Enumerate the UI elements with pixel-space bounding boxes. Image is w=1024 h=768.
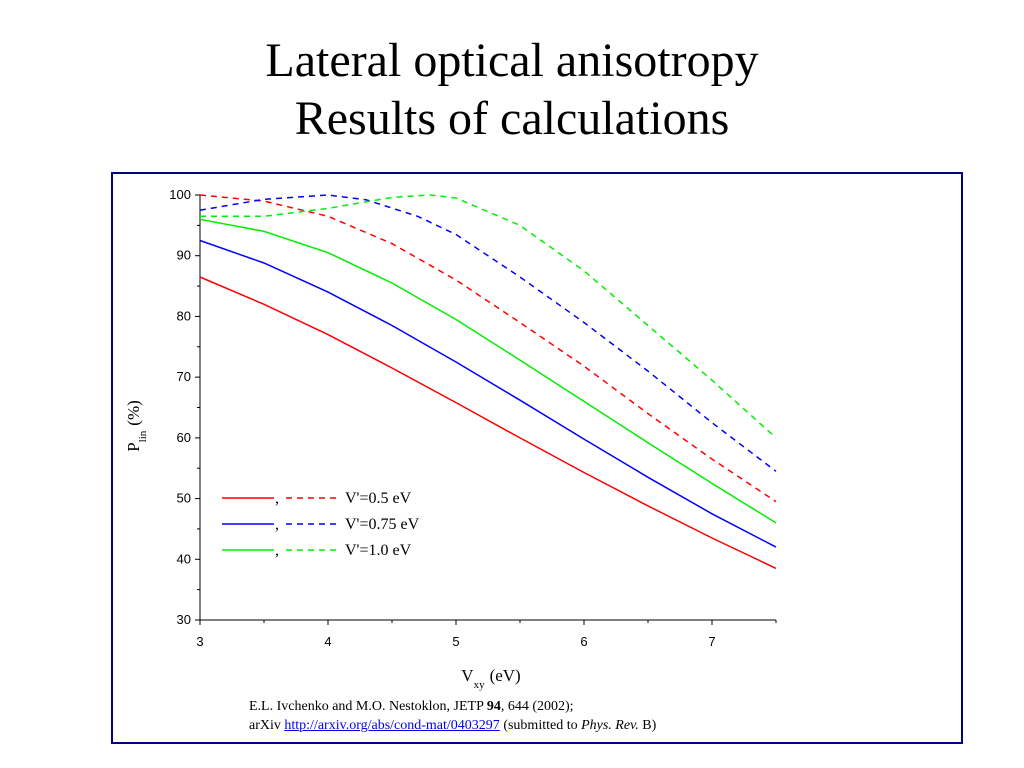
chart-axes: 30 40 50 60 70 80 90 100 3 4 5 6 7 <box>169 187 777 649</box>
legend-label: V'=1.0 eV <box>345 542 412 559</box>
x-tick-label: 6 <box>580 634 587 649</box>
title-line-1: Lateral optical anisotropy <box>265 34 759 87</box>
y-tick-label: 60 <box>177 430 191 445</box>
x-tick-label: 5 <box>452 634 459 649</box>
series-line-2 <box>199 239 777 548</box>
legend-separator: , <box>275 490 279 507</box>
y-tick-label: 30 <box>177 612 191 627</box>
y-tick-label: 90 <box>177 248 191 263</box>
y-tick-label: 100 <box>169 187 191 202</box>
citation-arxiv-label: arXiv <box>249 718 285 733</box>
legend-label: V'=0.5 eV <box>345 490 412 507</box>
title-line-2: Results of calculations <box>294 92 730 145</box>
citation-line-1: E.L. Ivchenko and M.O. Nestoklon, JETP 9… <box>249 697 656 716</box>
legend-separator: , <box>275 542 279 559</box>
arxiv-link[interactable]: http://arxiv.org/abs/cond-mat/0403297 <box>284 718 500 733</box>
chart-legend: , V'=0.5 eV, V'=0.75 eV, V'=1.0 eV <box>222 490 420 559</box>
y-tick-label: 40 <box>177 551 191 566</box>
x-tick-label: 7 <box>708 634 715 649</box>
citation-journal-suffix: B) <box>638 718 657 733</box>
series-line-4 <box>199 194 777 503</box>
x-tick-label: 3 <box>196 634 203 649</box>
series-line-5 <box>199 194 777 472</box>
y-tick-label: 80 <box>177 308 191 323</box>
legend-label: V'=0.75 eV <box>345 516 420 533</box>
figure-frame <box>111 172 963 744</box>
slide-title: Lateral optical anisotropy Results of ca… <box>0 32 1024 148</box>
citation-journal: Phys. Rev. <box>581 718 639 733</box>
x-tick-label: 4 <box>324 634 331 649</box>
citation-authors: E.L. Ivchenko and M.O. Nestoklon, JETP <box>249 699 487 714</box>
citation-line-2: arXiv http://arxiv.org/abs/cond-mat/0403… <box>249 716 656 735</box>
series-line-3 <box>199 218 777 524</box>
y-axis-title: Plin(%) <box>124 400 149 452</box>
series-line-1 <box>199 276 777 570</box>
x-axis-title: Vxy (eV) <box>461 666 520 691</box>
y-tick-label: 50 <box>177 491 191 506</box>
citation-pages: , 644 (2002); <box>500 699 574 714</box>
series-line-6 <box>200 194 777 439</box>
legend-separator: , <box>275 516 279 533</box>
chart-series <box>199 194 777 570</box>
citation-submitted: (submitted to <box>499 718 582 733</box>
citation: E.L. Ivchenko and M.O. Nestoklon, JETP 9… <box>249 697 656 735</box>
citation-volume: 94 <box>486 699 501 714</box>
y-tick-label: 70 <box>177 369 191 384</box>
